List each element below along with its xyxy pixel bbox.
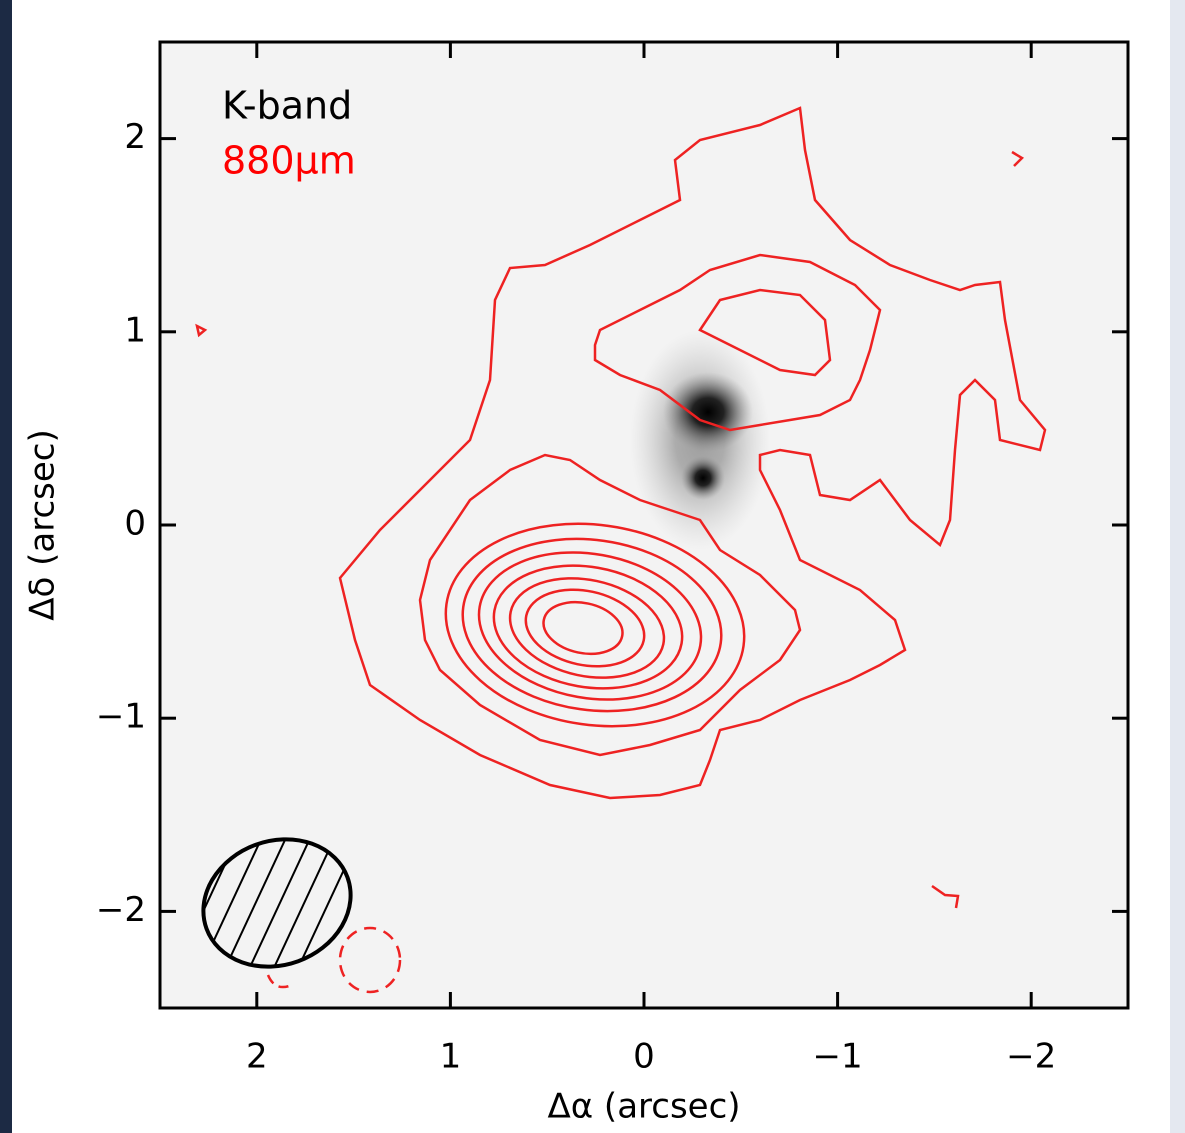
x-tick-label: −2	[1006, 1037, 1056, 1077]
y-axis-label: Δδ (arcsec)	[23, 429, 63, 620]
x-tick-label: −1	[813, 1037, 863, 1077]
y-tick-label: −2	[96, 890, 146, 930]
x-axis-label: Δα (arcsec)	[547, 1087, 740, 1127]
annotation: 880μm	[222, 139, 356, 183]
y-tick-label: −1	[96, 697, 146, 737]
y-tick-label: 0	[124, 504, 146, 544]
annotation: K-band	[222, 84, 352, 128]
x-tick-label: 0	[633, 1037, 655, 1077]
page: Δα (arcsec) Δδ (arcsec) 2 1 0 −1 −2 2 1 0 −1 −2 K-…	[0, 0, 1185, 1133]
x-tick-label: 2	[246, 1037, 268, 1077]
right-border	[1170, 0, 1185, 1133]
source	[681, 456, 725, 500]
left-border	[0, 0, 12, 1133]
y-tick-label: 1	[124, 310, 146, 350]
x-tick-label: 1	[440, 1037, 462, 1077]
source	[663, 372, 753, 452]
y-tick-label: 2	[124, 117, 146, 157]
chart: Δα (arcsec) Δδ (arcsec) 2 1 0 −1 −2 2 1 0 −1 −2 K-…	[0, 0, 1185, 1133]
